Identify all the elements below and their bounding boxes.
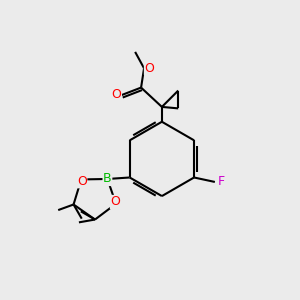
Text: methyl: methyl	[133, 43, 138, 44]
Text: O: O	[112, 88, 122, 101]
Text: B: B	[103, 172, 112, 185]
Text: O: O	[77, 175, 87, 188]
Text: O: O	[145, 62, 154, 75]
Text: O: O	[110, 196, 120, 208]
Text: F: F	[218, 176, 225, 188]
